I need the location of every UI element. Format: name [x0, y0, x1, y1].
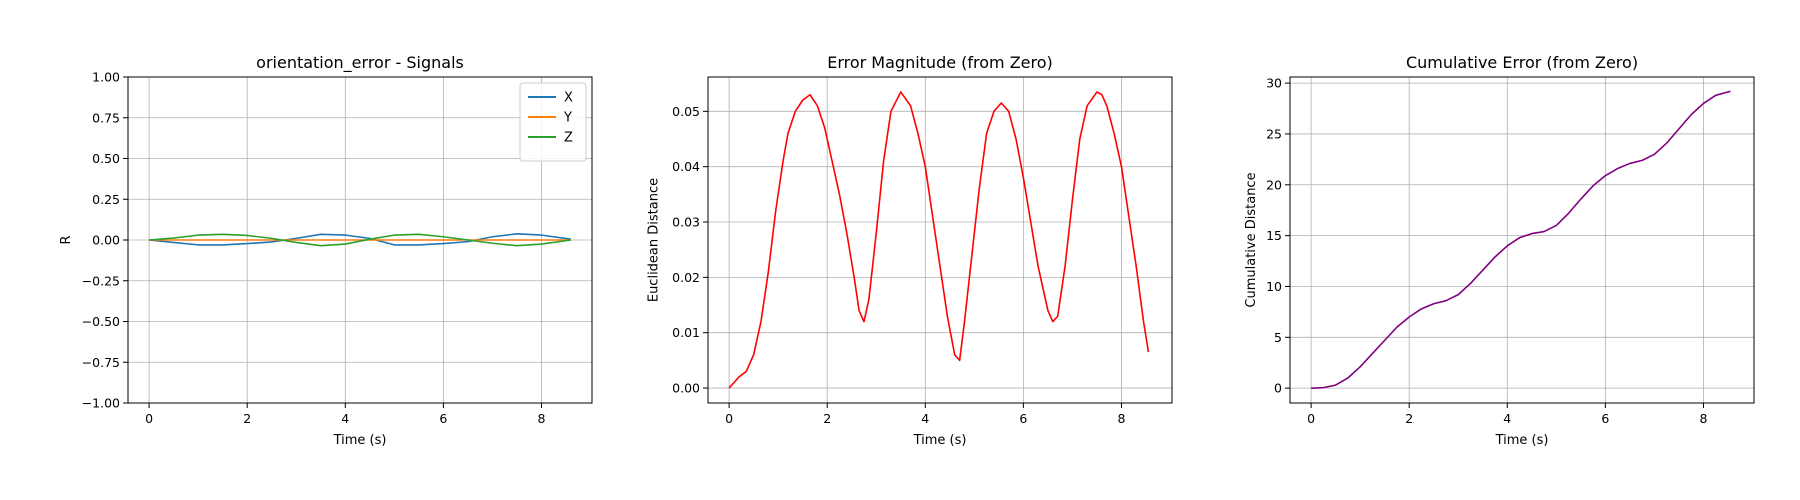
x-tick-label: 6	[1601, 411, 1609, 426]
y-tick-label: 0.04	[672, 159, 700, 174]
y-tick-label: 0	[1274, 381, 1282, 396]
series-line-x	[149, 233, 572, 246]
y-tick-label: 0.50	[92, 151, 120, 166]
y-axis-label: R	[59, 235, 74, 244]
chart-title: Error Magnitude (from Zero)	[827, 53, 1053, 72]
chart-title: Cumulative Error (from Zero)	[1406, 53, 1638, 72]
x-tick-label: 4	[921, 411, 929, 426]
y-tick-label: 0.75	[92, 110, 120, 125]
legend-label-y: Y	[563, 111, 572, 126]
x-tick-label: 6	[1019, 411, 1027, 426]
y-tick-label: 0.02	[672, 270, 700, 285]
x-tick-label: 2	[823, 411, 831, 426]
legend-box	[519, 82, 587, 162]
y-tick-label: 0.00	[672, 381, 700, 396]
y-tick-label: 0.25	[92, 192, 120, 207]
y-axis-label: Euclidean Distance	[647, 178, 662, 302]
x-axis-label: Time (s)	[333, 433, 387, 448]
x-tick-label: 6	[439, 411, 447, 426]
y-tick-label: 10	[1266, 279, 1282, 294]
x-axis-label: Time (s)	[1495, 433, 1549, 448]
chart-1: 0 2 4 6 8 −1.00 −0.75 −0.50 −0.25 0.00 0.25 0.50 0.7…	[59, 53, 593, 448]
y-tick-label: 0.03	[672, 215, 700, 230]
y-tick-label: −0.50	[82, 314, 120, 329]
x-tick-label: 0	[725, 411, 733, 426]
y-tick-label: −1.00	[82, 396, 120, 411]
legend-label-z: Z	[564, 131, 573, 146]
x-tick-label: 2	[243, 411, 251, 426]
chart-3: 0 2 4 6 8 0 5 10 15 20 25 30 Cumulative Error (from …	[1244, 53, 1755, 448]
series-line-z	[149, 233, 572, 247]
x-tick-label: 0	[1307, 411, 1315, 426]
y-tick-label: −0.75	[82, 355, 120, 370]
legend-label-x: X	[564, 91, 573, 106]
series-line-1	[1311, 90, 1731, 389]
x-tick-label: 0	[145, 411, 153, 426]
plot-frame	[1289, 76, 1755, 404]
x-axis-label: Time (s)	[913, 433, 967, 448]
y-tick-label: 30	[1266, 76, 1282, 91]
y-tick-label: 5	[1274, 330, 1282, 345]
x-tick-label: 4	[341, 411, 349, 426]
x-tick-label: 8	[538, 411, 546, 426]
y-tick-label: 0.01	[672, 325, 700, 340]
y-tick-label: 1.00	[92, 70, 120, 85]
x-tick-label: 4	[1503, 411, 1511, 426]
x-tick-label: 8	[1700, 411, 1708, 426]
y-tick-label: 25	[1266, 126, 1282, 141]
y-tick-label: −0.25	[82, 273, 120, 288]
x-tick-label: 8	[1118, 411, 1126, 426]
chart-title: orientation_error - Signals	[256, 53, 464, 73]
y-axis-label: Cumulative Distance	[1244, 172, 1259, 307]
y-tick-label: 0.00	[92, 233, 120, 248]
legend: XYZ	[519, 82, 587, 162]
y-tick-label: 0.05	[672, 104, 700, 119]
y-tick-label: 20	[1266, 177, 1282, 192]
series-line-1	[728, 91, 1150, 389]
x-tick-label: 2	[1405, 411, 1413, 426]
plot-frame	[707, 76, 1173, 404]
chart-2: 0 2 4 6 8 0.00 0.01 0.02 0.03 0.04 0.05 Error Magni…	[647, 53, 1173, 448]
y-tick-label: 15	[1266, 228, 1282, 243]
